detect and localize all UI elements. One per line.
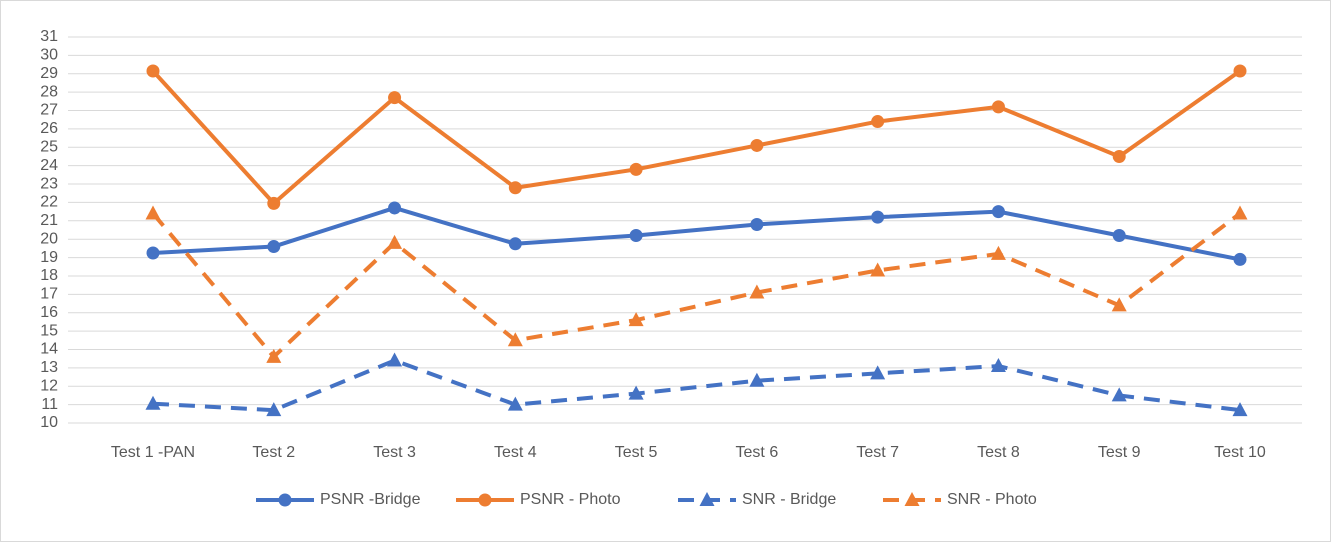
marker [871, 210, 885, 224]
series-line [152, 205, 1241, 262]
marker [387, 234, 403, 249]
x-tick-label: Test 6 [736, 444, 779, 461]
marker [146, 246, 160, 260]
legend-marker [278, 493, 292, 507]
y-tick-label: 18 [40, 267, 58, 284]
marker [387, 352, 403, 367]
marker [991, 100, 1005, 114]
marker [990, 358, 1006, 373]
y-tick-label: 27 [40, 102, 58, 119]
marker [629, 229, 643, 243]
legend-label: PSNR -Bridge [320, 491, 421, 508]
marker [628, 312, 644, 327]
marker [1233, 252, 1247, 266]
y-tick-label: 21 [40, 212, 58, 229]
legend-label: SNR - Bridge [742, 491, 836, 508]
y-tick-label: 15 [40, 322, 58, 339]
y-tick-label: 17 [40, 286, 58, 303]
x-tick-label: Test 7 [856, 444, 899, 461]
y-tick-label: 24 [40, 157, 58, 174]
y-tick-label: 28 [40, 83, 58, 100]
marker [267, 240, 281, 254]
legend-item: PSNR - Photo [456, 491, 621, 508]
legend-item: SNR - Bridge [678, 491, 836, 508]
marker [1111, 297, 1127, 312]
marker [1112, 229, 1126, 243]
marker [1233, 64, 1247, 78]
series-line [152, 358, 1241, 413]
marker [629, 162, 643, 176]
marker [749, 284, 765, 299]
y-tick-label: 22 [40, 194, 58, 211]
y-tick-label: 29 [40, 65, 58, 82]
y-tick-label: 10 [40, 414, 58, 431]
x-tick-label: Test 9 [1098, 444, 1141, 461]
marker [267, 196, 281, 210]
x-tick-label: Test 2 [252, 444, 295, 461]
marker [870, 365, 886, 380]
marker [266, 348, 282, 363]
y-tick-label: 13 [40, 359, 58, 376]
marker [628, 385, 644, 400]
marker [507, 332, 523, 347]
legend-marker [904, 492, 920, 506]
marker [146, 64, 160, 78]
marker [749, 372, 765, 387]
legend-label: SNR - Photo [947, 491, 1037, 508]
y-tick-label: 12 [40, 377, 58, 394]
legend-label: PSNR - Photo [520, 491, 621, 508]
y-tick-label: 16 [40, 304, 58, 321]
y-tick-label: 14 [40, 341, 58, 358]
legend-item: SNR - Photo [883, 491, 1037, 508]
marker [508, 237, 522, 251]
y-tick-label: 25 [40, 139, 58, 156]
marker [990, 245, 1006, 260]
y-tick-label: 11 [41, 396, 58, 413]
series-line [151, 69, 1242, 206]
marker [1232, 402, 1248, 417]
marker [508, 181, 522, 195]
marker [1111, 387, 1127, 402]
legend-item: PSNR -Bridge [256, 491, 421, 508]
marker [991, 205, 1005, 219]
series-line [151, 211, 1242, 359]
marker [388, 201, 402, 215]
x-tick-label: Test 3 [373, 444, 416, 461]
y-tick-label: 30 [40, 47, 58, 64]
y-tick-label: 23 [40, 175, 58, 192]
marker [145, 205, 161, 220]
y-tick-label: 31 [40, 28, 58, 45]
x-tick-label: Test 8 [977, 444, 1020, 461]
marker [1232, 205, 1248, 220]
marker [750, 217, 764, 231]
y-tick-label: 20 [40, 230, 58, 247]
marker [870, 262, 886, 277]
x-tick-label: Test 5 [615, 444, 658, 461]
marker [266, 402, 282, 417]
marker [871, 115, 885, 129]
y-tick-label: 19 [40, 249, 58, 266]
x-tick-label: Test 1 -PAN [111, 444, 195, 461]
x-tick-label: Test 10 [1214, 444, 1266, 461]
legend-marker [699, 492, 715, 506]
x-tick-label: Test 4 [494, 444, 537, 461]
marker [145, 395, 161, 410]
legend-marker [478, 493, 492, 507]
marker [507, 396, 523, 411]
marker [750, 138, 764, 152]
y-tick-label: 26 [40, 120, 58, 137]
marker [1112, 149, 1126, 163]
marker [388, 91, 402, 105]
